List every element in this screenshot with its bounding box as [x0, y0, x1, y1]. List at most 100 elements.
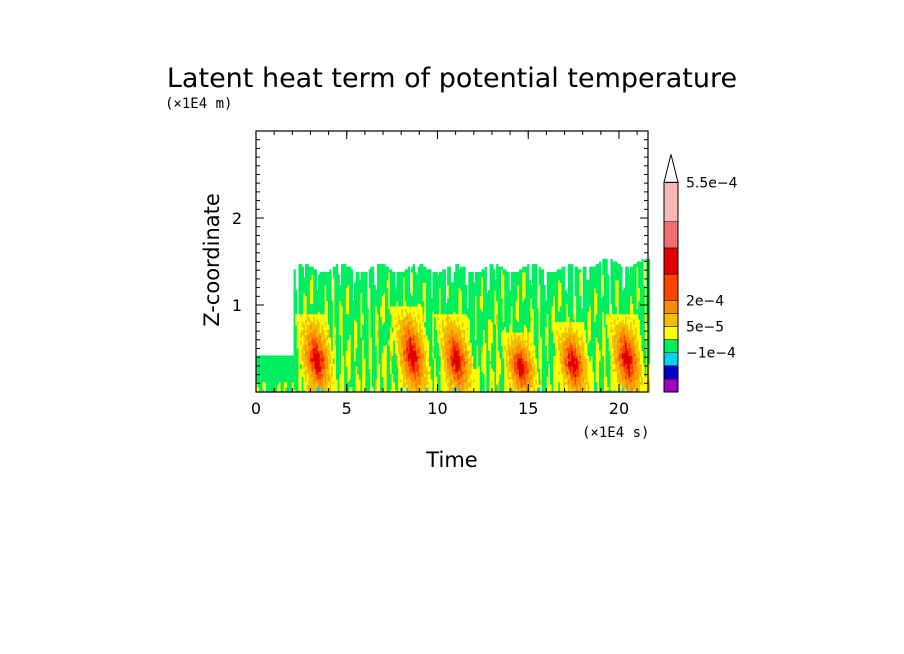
heatmap-cell	[607, 313, 610, 338]
heatmap-cell	[301, 326, 304, 330]
heatmap-cell	[409, 358, 412, 375]
heatmap-cell	[620, 337, 623, 344]
heatmap-cell	[321, 339, 324, 344]
heatmap-cell	[620, 358, 623, 364]
heatmap-cell	[634, 313, 638, 328]
heatmap-cell	[262, 389, 265, 393]
heatmap-cell	[502, 358, 505, 393]
heatmap-cell	[411, 295, 414, 307]
heatmap-cell	[532, 363, 535, 367]
heatmap-cell	[466, 358, 469, 364]
heatmap-cell	[295, 290, 298, 315]
heatmap-cell	[332, 384, 335, 393]
heatmap-cell	[313, 368, 316, 385]
heatmap-cell	[319, 334, 322, 351]
heatmap-cell	[314, 337, 318, 349]
heatmap-cell	[425, 386, 429, 393]
heatmap-cell	[577, 376, 580, 385]
heatmap-cell	[468, 339, 471, 346]
heatmap-cell	[463, 378, 466, 383]
heatmap-cell	[550, 384, 553, 393]
heatmap-cell	[643, 284, 646, 364]
heatmap-cell	[308, 266, 311, 315]
heatmap-cell	[630, 368, 633, 372]
heatmap-cell	[417, 313, 420, 320]
heatmap-cell	[360, 271, 363, 294]
heatmap-cell	[440, 337, 443, 349]
heatmap-cell	[581, 373, 584, 393]
heatmap-cell	[572, 373, 576, 377]
heatmap-cell	[515, 300, 518, 320]
heatmap-cell	[461, 352, 465, 362]
heatmap-cell	[422, 342, 425, 354]
heatmap-cell	[551, 305, 554, 330]
heatmap-cell	[616, 381, 620, 393]
heatmap-cell	[499, 373, 502, 393]
heatmap-cell	[306, 324, 309, 336]
heatmap-cell	[383, 345, 386, 393]
heatmap-cell	[322, 339, 326, 344]
heatmap-cell	[566, 337, 569, 349]
heatmap-cell	[447, 329, 450, 333]
heatmap-cell	[545, 300, 548, 328]
heatmap-cell	[479, 295, 482, 310]
heatmap-cell	[309, 358, 313, 362]
heatmap-cell	[347, 381, 350, 393]
heatmap-cell	[509, 381, 512, 388]
heatmap-cell	[579, 389, 582, 393]
heatmap-cell	[262, 381, 265, 390]
heatmap-cell	[447, 337, 450, 341]
heatmap-cell	[630, 371, 633, 377]
heatmap-cell	[417, 266, 420, 304]
heatmap-cell	[634, 376, 638, 380]
heatmap-cell	[612, 368, 615, 372]
heatmap-cell	[497, 350, 500, 383]
heatmap-cell	[309, 368, 313, 375]
heatmap-cell	[407, 365, 411, 377]
heatmap-cell	[327, 337, 331, 344]
heatmap-cell	[618, 321, 621, 333]
heatmap-cell	[414, 305, 417, 317]
heatmap-cell	[621, 313, 625, 320]
heatmap-cell	[424, 334, 427, 338]
heatmap-cell	[309, 279, 313, 304]
heatmap-cell	[574, 386, 577, 393]
heatmap-cell	[285, 355, 288, 383]
heatmap-cell	[484, 342, 487, 393]
heatmap-cell	[520, 358, 523, 377]
heatmap-cell	[452, 386, 455, 393]
heatmap-cell	[626, 331, 629, 349]
heatmap-cell	[391, 271, 394, 307]
heatmap-cell	[522, 389, 525, 393]
heatmap-cell	[422, 313, 425, 323]
heatmap-cell	[572, 334, 576, 351]
heatmap-cell	[370, 266, 373, 338]
heatmap-cell	[528, 350, 531, 354]
heatmap-cell	[463, 352, 466, 362]
heatmap-cell	[452, 358, 455, 367]
heatmap-cell	[471, 271, 474, 357]
heatmap-cell	[460, 290, 463, 330]
heatmap-cell	[447, 358, 450, 362]
heatmap-cell	[324, 347, 327, 362]
heatmap-cell	[514, 355, 517, 372]
heatmap-cell	[469, 389, 473, 393]
heatmap-cell	[340, 264, 344, 307]
heatmap-cell	[502, 321, 505, 330]
heatmap-cell	[512, 378, 515, 388]
heatmap-cell	[362, 313, 365, 325]
heatmap-cell	[435, 376, 438, 393]
heatmap-cell	[585, 342, 589, 359]
heatmap-cell	[553, 355, 556, 393]
heatmap-cell	[448, 313, 451, 317]
heatmap-cell	[590, 355, 594, 393]
heatmap-cell	[334, 266, 337, 328]
heatmap-cell	[523, 298, 527, 325]
heatmap-cell	[447, 360, 450, 370]
heatmap-cell	[440, 347, 443, 390]
heatmap-cell	[407, 313, 411, 323]
heatmap-cell	[447, 284, 450, 299]
heatmap-cell	[623, 287, 626, 315]
heatmap-cell	[487, 350, 491, 393]
heatmap-cell	[540, 384, 543, 393]
